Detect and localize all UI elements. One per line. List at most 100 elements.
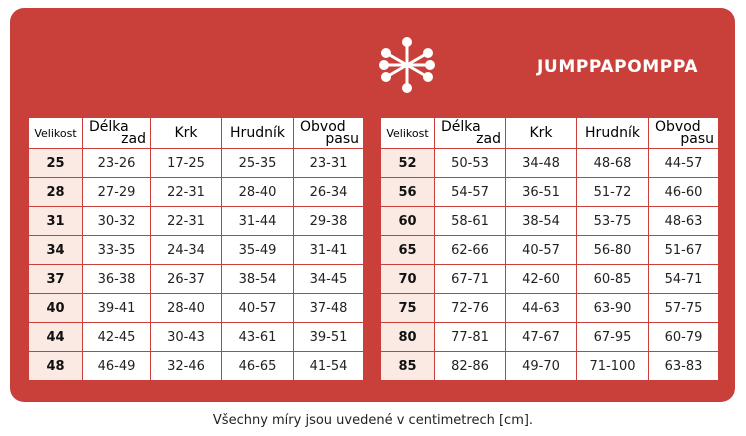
header-size: Velikost [380, 117, 435, 149]
neck-cell: 47-67 [505, 322, 577, 352]
header-waist-line2: pasu [325, 131, 359, 147]
back-length-cell: 62-66 [434, 235, 506, 265]
back-length-cell: 27-29 [82, 177, 151, 207]
size-cell: 28 [28, 177, 83, 207]
neck-cell: 24-34 [150, 235, 222, 265]
back-length-cell: 72-76 [434, 293, 506, 323]
table-row: 52 50-53 34-48 48-68 44-57 [380, 148, 719, 178]
table-row: 56 54-57 36-51 51-72 46-60 [380, 177, 719, 207]
neck-cell: 34-48 [505, 148, 577, 178]
size-cell: 85 [380, 351, 435, 381]
size-cell: 25 [28, 148, 83, 178]
waist-cell: 41-54 [293, 351, 364, 381]
header-chest: Hrudník [221, 117, 294, 149]
footer-note: Všechny míry jsou uvedené v centimetrech… [212, 413, 534, 428]
size-table-left: Velikost Délka zad Krk Hrudník Obvod pas… [28, 117, 364, 381]
back-length-cell: 23-26 [82, 148, 151, 178]
neck-cell: 30-43 [150, 322, 222, 352]
chest-cell: 28-40 [221, 177, 294, 207]
header-back-length-line1: Délka [89, 119, 129, 135]
waist-cell: 57-75 [648, 293, 719, 323]
chest-cell: 38-54 [221, 264, 294, 294]
back-length-cell: 82-86 [434, 351, 506, 381]
waist-cell: 63-83 [648, 351, 719, 381]
table-row: 75 72-76 44-63 63-90 57-75 [380, 293, 719, 323]
back-length-cell: 54-57 [434, 177, 506, 207]
size-cell: 52 [380, 148, 435, 178]
waist-cell: 44-57 [648, 148, 719, 178]
table-row: 44 42-45 30-43 43-61 39-51 [28, 322, 364, 352]
header-neck: Krk [505, 117, 577, 149]
waist-cell: 26-34 [293, 177, 364, 207]
header-back-length-line1: Délka [441, 119, 481, 135]
header-waist-line1: Obvod [655, 119, 701, 135]
header-back-length: Délka zad [434, 117, 506, 149]
waist-cell: 51-67 [648, 235, 719, 265]
back-length-cell: 50-53 [434, 148, 506, 178]
neck-cell: 17-25 [150, 148, 222, 178]
chest-cell: 48-68 [576, 148, 649, 178]
chest-cell: 71-100 [576, 351, 649, 381]
header-back-length-line2: zad [121, 131, 146, 147]
table-row: 40 39-41 28-40 40-57 37-48 [28, 293, 364, 323]
snowflake-icon [379, 37, 435, 93]
chest-cell: 25-35 [221, 148, 294, 178]
neck-cell: 22-31 [150, 177, 222, 207]
back-length-cell: 58-61 [434, 206, 506, 236]
size-cell: 44 [28, 322, 83, 352]
table-row: 31 30-32 22-31 31-44 29-38 [28, 206, 364, 236]
back-length-cell: 77-81 [434, 322, 506, 352]
chest-cell: 53-75 [576, 206, 649, 236]
back-length-cell: 67-71 [434, 264, 506, 294]
size-cell: 65 [380, 235, 435, 265]
size-cell: 56 [380, 177, 435, 207]
back-length-cell: 46-49 [82, 351, 151, 381]
size-cell: 75 [380, 293, 435, 323]
table-row: 28 27-29 22-31 28-40 26-34 [28, 177, 364, 207]
waist-cell: 39-51 [293, 322, 364, 352]
chest-cell: 43-61 [221, 322, 294, 352]
table-row: 65 62-66 40-57 56-80 51-67 [380, 235, 719, 265]
header-waist: Obvod pasu [293, 117, 364, 149]
size-cell: 40 [28, 293, 83, 323]
header-back-length-line2: zad [476, 131, 501, 147]
waist-cell: 34-45 [293, 264, 364, 294]
waist-cell: 37-48 [293, 293, 364, 323]
waist-cell: 48-63 [648, 206, 719, 236]
table-header-row: Velikost Délka zad Krk Hrudník Obvod pas… [28, 117, 364, 149]
chest-cell: 46-65 [221, 351, 294, 381]
chest-cell: 60-85 [576, 264, 649, 294]
size-cell: 34 [28, 235, 83, 265]
chest-cell: 31-44 [221, 206, 294, 236]
back-length-cell: 42-45 [82, 322, 151, 352]
brand-name: JUMPPAPOMPPA [537, 57, 699, 77]
chest-cell: 63-90 [576, 293, 649, 323]
chest-cell: 35-49 [221, 235, 294, 265]
neck-cell: 32-46 [150, 351, 222, 381]
table-row: 60 58-61 38-54 53-75 48-63 [380, 206, 719, 236]
table-row: 37 36-38 26-37 38-54 34-45 [28, 264, 364, 294]
table-row: 34 33-35 24-34 35-49 31-41 [28, 235, 364, 265]
table-row: 85 82-86 49-70 71-100 63-83 [380, 351, 719, 381]
header-waist-line2: pasu [680, 131, 714, 147]
back-length-cell: 39-41 [82, 293, 151, 323]
neck-cell: 22-31 [150, 206, 222, 236]
back-length-cell: 30-32 [82, 206, 151, 236]
waist-cell: 31-41 [293, 235, 364, 265]
size-cell: 80 [380, 322, 435, 352]
size-cell: 70 [380, 264, 435, 294]
size-cell: 60 [380, 206, 435, 236]
back-length-cell: 36-38 [82, 264, 151, 294]
header-waist: Obvod pasu [648, 117, 719, 149]
waist-cell: 46-60 [648, 177, 719, 207]
neck-cell: 36-51 [505, 177, 577, 207]
chest-cell: 67-95 [576, 322, 649, 352]
waist-cell: 60-79 [648, 322, 719, 352]
neck-cell: 38-54 [505, 206, 577, 236]
neck-cell: 40-57 [505, 235, 577, 265]
neck-cell: 42-60 [505, 264, 577, 294]
neck-cell: 44-63 [505, 293, 577, 323]
neck-cell: 26-37 [150, 264, 222, 294]
waist-cell: 54-71 [648, 264, 719, 294]
table-row: 25 23-26 17-25 25-35 23-31 [28, 148, 364, 178]
